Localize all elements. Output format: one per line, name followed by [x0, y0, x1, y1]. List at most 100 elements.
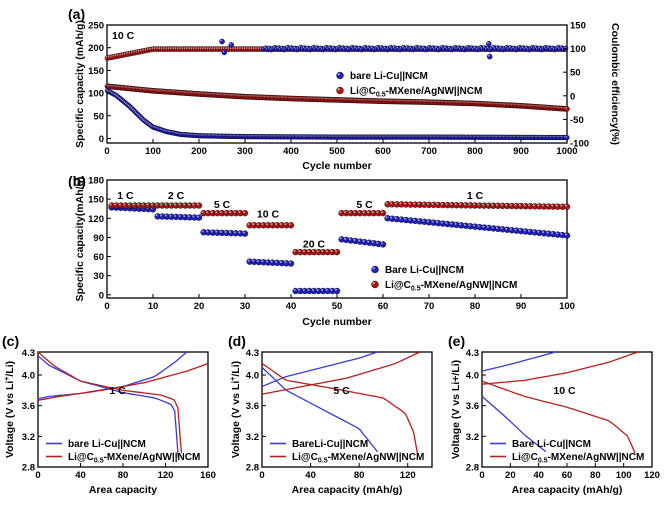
ce-blue-point-highlight — [418, 46, 421, 48]
panel-a-legend-red-label: Li@C0.5-MXene/AgNW||NCM — [350, 86, 482, 99]
rate-red-point-highlight — [523, 204, 526, 207]
rate-red-point-highlight — [123, 203, 126, 206]
ce-blue-point-highlight — [286, 45, 288, 48]
panel-d-ylabel-end: /Li) — [230, 361, 242, 377]
x-tick-label: 0 — [35, 470, 40, 481]
rate-blue-point-highlight — [449, 222, 453, 225]
rate-blue-point-highlight — [390, 216, 393, 219]
y2-tick-label: -100 — [570, 139, 589, 150]
rate-red-point-highlight — [150, 203, 153, 206]
rate-blue-point-highlight — [551, 232, 554, 235]
panel-e-legend-red-label: Li@C0.5-MXene/AgNW||NCM — [512, 452, 644, 465]
rate-blue-point-highlight — [215, 230, 218, 233]
rate-red-point-highlight — [390, 202, 393, 205]
ce-blue-point-highlight — [512, 46, 515, 49]
panel-d-ymax-label: 4.3 — [246, 348, 259, 359]
panel-b-legend-red-marker — [371, 280, 379, 289]
rate-blue-point — [287, 260, 295, 267]
rate-red-point-highlight — [472, 203, 476, 206]
ce-red-point-highlight — [232, 47, 234, 50]
ce-red-point-highlight — [163, 47, 165, 50]
rate-red-point-highlight — [546, 204, 549, 207]
ce-blue-point-highlight — [563, 46, 566, 49]
rate-blue-point-highlight — [160, 214, 163, 217]
y2-tick-label: 50 — [570, 68, 581, 79]
panel-e-legend-red-label-rest: -MXene/AgNW||NCM — [548, 452, 645, 463]
y-tick-label: 0 — [99, 290, 104, 301]
panel-e-charge-curve-1 — [481, 351, 639, 385]
rate-blue-point-highlight — [178, 214, 181, 218]
x-tick-label: 400 — [283, 146, 299, 157]
rate-red-point-highlight — [353, 211, 356, 214]
ce-red-point-highlight — [250, 47, 253, 50]
rate-red-point-highlight — [270, 223, 273, 226]
ce-blue-point-highlight — [306, 46, 309, 49]
y-tick-label: 4.0 — [22, 371, 35, 382]
rate-red-point-highlight — [408, 202, 411, 205]
rate-label-2: 5 C — [214, 199, 231, 211]
x-tick-label: 90 — [516, 301, 527, 312]
ce-blue-point-highlight — [341, 46, 343, 48]
rate-red-point-highlight — [247, 223, 250, 226]
ce-red-point-highlight — [206, 47, 209, 50]
rate-blue-point-highlight — [509, 228, 512, 231]
ce-blue-point-highlight — [267, 46, 270, 49]
rate-blue-point-highlight — [224, 230, 227, 234]
rate-red-point-highlight — [482, 203, 485, 206]
y-tick-label: 90 — [93, 233, 104, 244]
x-tick-label: 40 — [286, 301, 297, 312]
panel-a-legend-red-marker — [336, 86, 344, 95]
x-tick-label: 80 — [354, 470, 365, 481]
ce-red-point-highlight — [181, 47, 184, 50]
rate-red-point-highlight — [160, 203, 163, 206]
ce-blue-point-highlight — [457, 46, 459, 48]
rate-label-4: 20 C — [303, 239, 326, 251]
x-tick-label: 100 — [616, 470, 632, 481]
ce-blue-point-highlight — [517, 45, 520, 48]
panel-b-legend-blue-label: Bare Li-Cu||NCM — [385, 265, 464, 276]
rate-blue-point-highlight — [532, 230, 535, 233]
rate-red-point-highlight — [252, 223, 255, 226]
panel-d-legend-red-subscript: 0.5 — [318, 458, 328, 465]
x-tick-label: 300 — [237, 146, 253, 157]
rate-red-point-highlight — [311, 249, 315, 253]
panel-e-charge-curve-0 — [481, 351, 556, 372]
panel-d-ylabel: Voltage (V vs Li+/Li) — [230, 361, 242, 458]
rate-red-point-highlight — [215, 211, 218, 214]
capacity-red-point-highlight — [565, 107, 568, 109]
rate-red-point-highlight — [284, 223, 287, 226]
ce-blue-point-highlight — [383, 46, 386, 49]
panel-b-legend-red-subscript: 0.5 — [411, 286, 421, 293]
ce-red-point-highlight — [156, 47, 159, 50]
rate-blue-point — [333, 287, 341, 295]
ce-blue-point-highlight — [289, 46, 292, 48]
rate-label-1: 2 C — [168, 190, 185, 202]
ce-blue-point-highlight — [431, 46, 434, 48]
panel-a-legend-blue-marker — [336, 71, 344, 80]
y-tick-label: 100 — [88, 89, 104, 100]
rate-red-point-highlight — [528, 204, 531, 207]
y2-tick-label: 150 — [570, 21, 586, 32]
ce-blue-point-highlight — [276, 46, 279, 48]
y-tick-label: 0 — [99, 134, 104, 145]
panel-c-legend-red-label-rest: -MXene/AgNW||NCM — [104, 452, 201, 463]
rate-red-point-highlight — [537, 204, 540, 207]
rate-red-point-highlight — [339, 211, 342, 214]
ce-red-point-highlight — [170, 47, 172, 50]
ce-blue-point-highlight — [460, 46, 463, 49]
x-tick-label: 60 — [562, 470, 573, 481]
rate-red-point-highlight — [302, 249, 305, 253]
rate-red-point-highlight — [137, 203, 140, 206]
rate-blue-point-highlight — [495, 226, 499, 229]
rate-red-point-highlight — [514, 203, 517, 207]
panel-b-legend-blue-marker — [371, 265, 379, 274]
ce-blue-point-highlight — [521, 46, 524, 48]
x-tick-label: 900 — [513, 146, 529, 157]
rate-blue-point-highlight — [247, 259, 250, 262]
rate-blue-point-highlight — [279, 261, 282, 264]
panel-a-letter: (a) — [68, 6, 85, 22]
rate-red-point-highlight — [459, 203, 462, 206]
ce-blue-point-highlight — [357, 46, 360, 49]
rate-blue-point-highlight — [403, 217, 407, 221]
ce-blue-point-highlight — [440, 45, 443, 48]
